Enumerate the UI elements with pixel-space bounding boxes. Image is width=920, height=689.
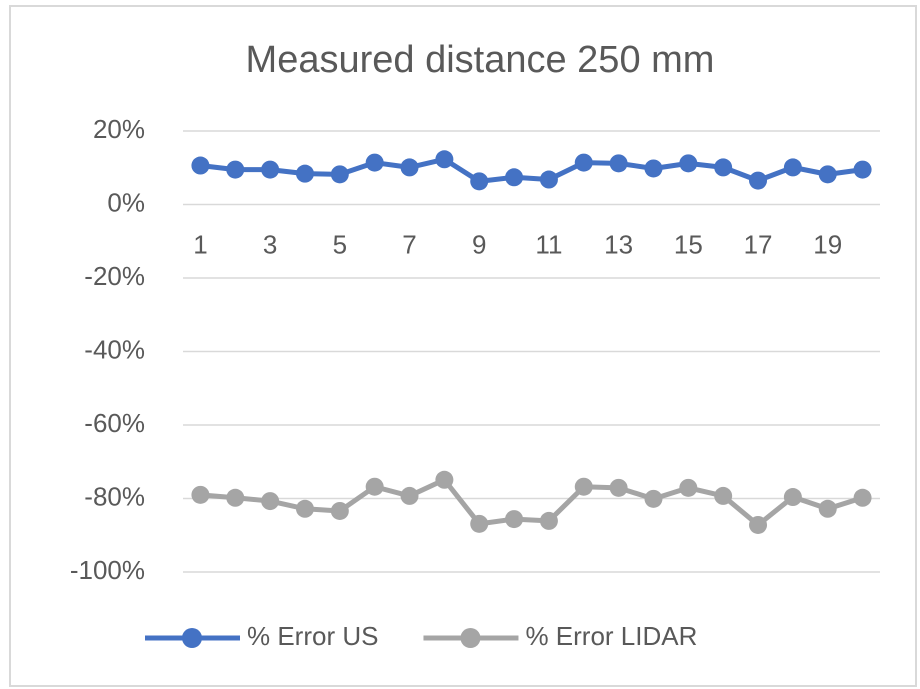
data-point xyxy=(400,486,419,505)
data-point xyxy=(818,165,837,184)
data-point xyxy=(818,499,837,518)
legend-label: % Error US xyxy=(247,621,378,651)
data-point xyxy=(574,477,593,496)
y-tick-label: 0% xyxy=(107,187,145,217)
data-point xyxy=(783,158,802,177)
legend-marker xyxy=(460,628,481,648)
data-point xyxy=(435,150,454,169)
data-point xyxy=(539,511,558,530)
chart-frame xyxy=(9,5,917,687)
legend-label: % Error LIDAR xyxy=(525,621,697,651)
data-point xyxy=(330,501,349,520)
data-point xyxy=(435,470,454,489)
x-tick-label: 9 xyxy=(472,229,486,259)
x-tick-label: 5 xyxy=(333,229,347,259)
y-tick-label: -80% xyxy=(84,481,145,511)
y-tick-label: -40% xyxy=(84,334,145,364)
data-point xyxy=(261,160,280,179)
data-point xyxy=(539,170,558,189)
x-tick-label: 17 xyxy=(744,229,773,259)
x-tick-label: 7 xyxy=(402,229,416,259)
data-point xyxy=(505,168,524,187)
data-point xyxy=(261,492,280,511)
data-point xyxy=(191,156,210,175)
x-tick-label: 1 xyxy=(193,229,207,259)
data-point xyxy=(295,499,314,518)
data-point xyxy=(679,478,698,497)
data-point xyxy=(470,172,489,191)
y-tick-label: -20% xyxy=(84,261,145,291)
data-point xyxy=(679,154,698,173)
data-point xyxy=(853,488,872,507)
data-point xyxy=(365,477,384,496)
data-point xyxy=(505,510,524,529)
x-tick-label: 11 xyxy=(535,229,562,259)
x-tick-label: 15 xyxy=(674,229,703,259)
data-point xyxy=(644,489,663,508)
data-point xyxy=(749,171,768,190)
data-point xyxy=(714,158,733,177)
x-tick-label: 3 xyxy=(263,229,277,259)
data-point xyxy=(783,488,802,507)
x-tick-label: 19 xyxy=(813,229,842,259)
data-point xyxy=(609,154,628,173)
data-point xyxy=(644,159,663,178)
data-point xyxy=(295,164,314,183)
data-point xyxy=(574,153,593,172)
data-point xyxy=(400,158,419,177)
chart-title: Measured distance 250 mm xyxy=(246,39,715,81)
data-point xyxy=(749,515,768,534)
data-point xyxy=(714,486,733,505)
y-tick-label: -60% xyxy=(84,408,145,438)
data-point xyxy=(853,160,872,179)
y-tick-label: 20% xyxy=(93,114,145,144)
data-point xyxy=(226,160,245,179)
data-point xyxy=(470,514,489,533)
data-point xyxy=(365,153,384,172)
data-point xyxy=(226,488,245,507)
data-point xyxy=(191,485,210,504)
data-point xyxy=(330,165,349,184)
x-tick-label: 13 xyxy=(604,229,633,259)
legend-marker xyxy=(182,628,202,648)
data-point xyxy=(609,478,628,497)
y-tick-label: -100% xyxy=(70,555,145,585)
